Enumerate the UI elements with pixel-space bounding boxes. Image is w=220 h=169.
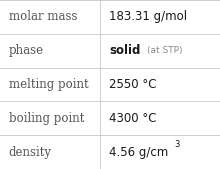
Text: 3: 3 [174,140,179,149]
Text: melting point: melting point [9,78,88,91]
Text: molar mass: molar mass [9,10,77,23]
Text: 4.56 g/cm: 4.56 g/cm [109,146,168,159]
Text: solid: solid [109,44,140,57]
Text: boiling point: boiling point [9,112,84,125]
Text: 2550 °C: 2550 °C [109,78,156,91]
Text: 4300 °C: 4300 °C [109,112,156,125]
Text: 183.31 g/mol: 183.31 g/mol [109,10,187,23]
Text: density: density [9,146,52,159]
Text: phase: phase [9,44,44,57]
Text: (at STP): (at STP) [147,46,183,55]
